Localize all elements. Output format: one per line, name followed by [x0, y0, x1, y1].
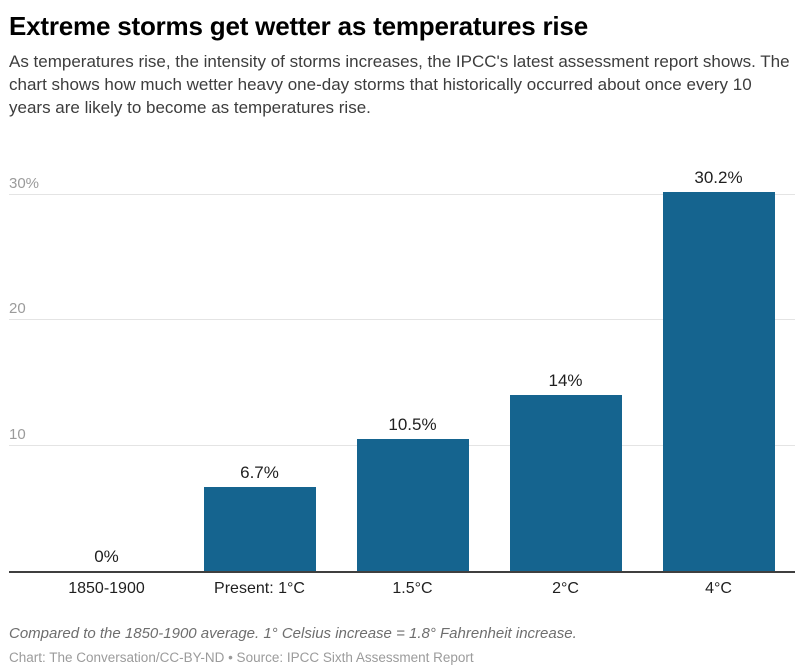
- bar-value-label: 30.2%: [694, 168, 743, 187]
- bar-slot: 30.2%: [642, 162, 795, 571]
- chart-footer: Compared to the 1850-1900 average. 1° Ce…: [0, 598, 804, 666]
- source-credit: Chart: The Conversation/CC-BY-ND • Sourc…: [9, 650, 474, 665]
- y-tick-label: 30%: [9, 174, 40, 192]
- gridline-20: [9, 319, 795, 320]
- bar-value-label: 0%: [94, 547, 119, 566]
- bar-slot: 14%: [489, 162, 642, 571]
- bar-value-label: 14%: [548, 371, 583, 391]
- x-axis-label: 1850-1900: [68, 580, 145, 597]
- bar-value-label: 6.7%: [240, 462, 279, 482]
- bar-slot: 0%: [30, 162, 183, 571]
- bar-value-label: 10.5%: [388, 415, 437, 435]
- bar-4-c: [662, 192, 775, 571]
- bar-present-1-c: [203, 486, 316, 571]
- bar-slot: 10.5%: [336, 162, 489, 571]
- plot-area: 10 20 30% 0% 6.7% 10.5% 14% 30.2%: [9, 162, 795, 573]
- x-axis-label: 1.5°C: [392, 580, 433, 597]
- bar-slot: 6.7%: [183, 162, 336, 571]
- bars-container: 0% 6.7% 10.5% 14% 30.2%: [30, 162, 795, 571]
- y-tick-label: 20: [9, 300, 26, 317]
- chart-subtitle: As temperatures rise, the intensity of s…: [9, 52, 790, 117]
- bar-chart: 10 20 30% 0% 6.7% 10.5% 14% 30.2% 1850-1900 Pre…: [9, 162, 795, 598]
- footnote: Compared to the 1850-1900 average. 1° Ce…: [9, 625, 577, 642]
- x-axis-label: 2°C: [552, 580, 579, 597]
- bar-2-c: [509, 395, 622, 571]
- chart-title: Extreme storms get wetter as temperature…: [9, 11, 588, 41]
- gridline-30: [9, 193, 795, 195]
- x-axis-labels: 1850-1900 Present: 1°C 1.5°C 2°C 4°C: [30, 579, 795, 598]
- x-axis-label: 4°C: [705, 580, 732, 597]
- bar-1.5-c: [356, 439, 469, 571]
- x-axis-label: Present: 1°C: [214, 580, 305, 597]
- y-tick-label: 10: [9, 425, 26, 443]
- chart-header: Extreme storms get wetter as temperature…: [0, 0, 804, 119]
